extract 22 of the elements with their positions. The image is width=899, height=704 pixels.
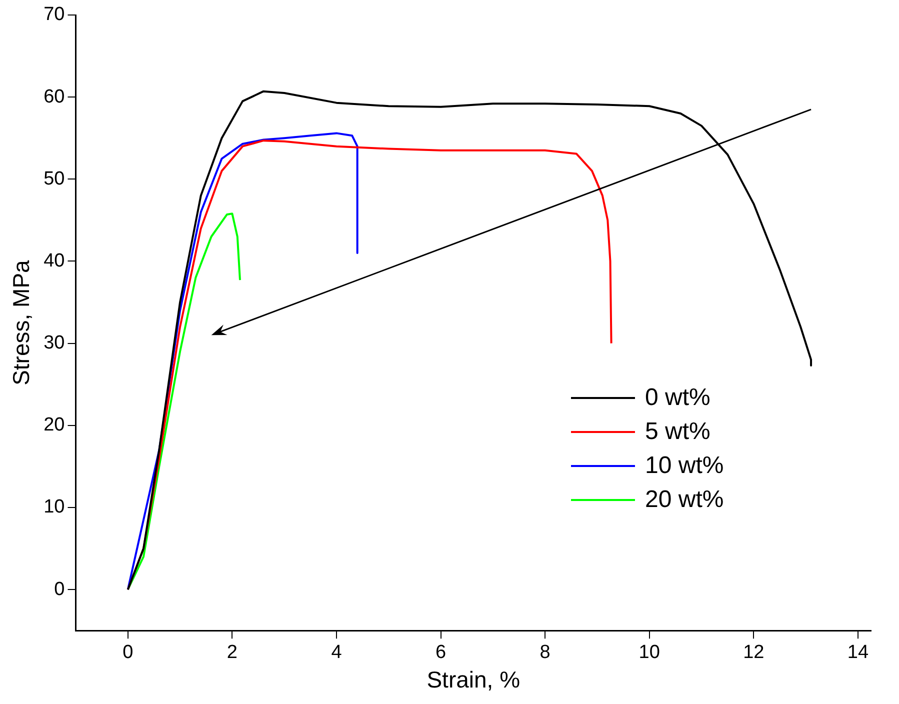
x-tick-label: 6 (435, 642, 446, 664)
y-tick-label: 50 (44, 168, 65, 190)
legend-label: 10 wt% (645, 452, 724, 480)
y-tick-label: 0 (54, 578, 65, 600)
y-axis-title: Stress, MPa (8, 260, 34, 386)
x-tick-label: 12 (743, 642, 764, 664)
y-tick-label: 40 (44, 250, 65, 272)
x-tick-label: 2 (226, 642, 238, 664)
x-tick-label: 4 (331, 642, 342, 664)
x-tick-label: 10 (638, 642, 660, 664)
y-tick-label: 60 (44, 86, 65, 108)
legend-label: 5 wt% (645, 418, 710, 446)
legend-label: 20 wt% (645, 486, 724, 514)
y-tick-label: 20 (44, 414, 65, 436)
y-tick-label: 10 (44, 496, 65, 518)
x-axis-title: Strain, % (426, 666, 520, 693)
y-tick-label: 70 (44, 4, 65, 26)
legend-label: 0 wt% (645, 384, 710, 412)
x-tick-label: 14 (847, 642, 869, 664)
x-tick-label: 8 (540, 642, 550, 664)
x-tick-label: 0 (122, 642, 134, 664)
y-tick-label: 30 (44, 332, 65, 354)
